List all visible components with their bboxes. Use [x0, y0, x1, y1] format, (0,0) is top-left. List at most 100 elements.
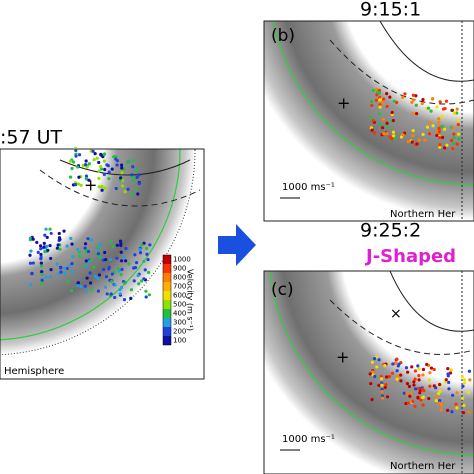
vector-dot: [387, 374, 391, 379]
vector-dot: [48, 275, 53, 279]
b-frame: [263, 20, 474, 222]
vector-dot: [438, 100, 442, 104]
colorbar-tick: 500: [173, 301, 186, 309]
vector-dot: [378, 123, 382, 127]
vector-dot: [382, 131, 386, 136]
vector-dot: [119, 243, 123, 247]
vector-dot: [112, 270, 117, 274]
vector-dot: [83, 242, 88, 246]
vector-dot: [110, 272, 114, 276]
vector-dot: [83, 246, 87, 250]
vector-dot: [419, 398, 423, 402]
vector-dot: [39, 264, 44, 268]
vector-dot: [391, 130, 396, 134]
vector-dot: [55, 246, 60, 250]
vector-dot: [417, 138, 421, 142]
vector-dot: [385, 395, 390, 399]
vector-dot: [454, 402, 458, 406]
vector-dot: [36, 250, 40, 254]
vector-dot: [411, 399, 415, 404]
vector-dot: [140, 243, 144, 247]
vector-dot: [417, 367, 421, 371]
vector-dot: [75, 284, 80, 288]
vector-dot: [437, 401, 441, 405]
vector-dot: [460, 375, 464, 379]
vector-dot: [89, 238, 93, 242]
vector-dot: [45, 235, 49, 240]
vector-dot: [119, 273, 123, 277]
vector-dot: [375, 90, 380, 94]
vector-dot: [440, 115, 444, 119]
vector-dot: [73, 183, 78, 187]
vector-dot: [104, 257, 108, 262]
colorbar-tick: 300: [173, 319, 186, 327]
vector-dot: [74, 148, 78, 152]
vector-dot: [430, 97, 435, 101]
vector-dot: [110, 167, 114, 171]
vector-dot: [412, 383, 416, 387]
vector-dot: [421, 367, 426, 372]
vector-dot: [426, 106, 431, 110]
vector-dot: [413, 369, 418, 373]
vector-dot: [413, 377, 417, 381]
vector-dot: [131, 165, 135, 169]
vector-dot: [29, 249, 33, 253]
vector-dot: [395, 369, 399, 373]
vector-dot: [99, 164, 103, 169]
colorbar-frame: [162, 254, 172, 346]
vector-dot: [77, 250, 82, 254]
vector-dot: [142, 277, 146, 281]
vector-dot: [405, 382, 410, 386]
vector-dot: [40, 278, 44, 282]
vector-dot: [102, 172, 106, 176]
vector-dot: [147, 270, 151, 275]
vector-dot: [103, 186, 107, 190]
vector-dot: [461, 411, 466, 415]
vector-dot: [137, 282, 141, 286]
vector-dot: [390, 371, 395, 375]
vector-dot: [124, 246, 128, 251]
vector-dot: [46, 248, 50, 252]
vector-dot: [70, 289, 74, 293]
vector-dot: [447, 380, 451, 384]
b-time: 9:15:1: [360, 0, 421, 21]
vector-dot: [45, 244, 49, 248]
colorbar-swatch: [163, 255, 171, 264]
vector-dot: [385, 131, 389, 136]
vector-dot: [455, 142, 459, 146]
colorbar-tick: 400: [173, 310, 186, 318]
vector-dot: [410, 365, 414, 369]
colorbar-swatch: [163, 291, 171, 300]
vector-dot: [390, 110, 394, 115]
vector-dot: [40, 281, 44, 285]
vector-dot: [428, 371, 432, 375]
colorbar-swatch: [163, 273, 171, 282]
vector-dot: [135, 168, 139, 172]
vector-dot: [378, 103, 382, 107]
vector-dot: [127, 262, 131, 266]
vector-dot: [39, 261, 43, 265]
vector-dot: [374, 98, 379, 102]
vector-dot: [68, 175, 73, 179]
vector-dot: [380, 126, 385, 130]
vector-dot: [403, 92, 407, 96]
vector-dot: [97, 169, 101, 173]
vector-dot: [468, 378, 472, 382]
vector-dot: [380, 383, 384, 387]
vector-dot: [439, 403, 444, 407]
vector-dot: [457, 132, 461, 136]
vector-dot: [140, 279, 144, 283]
vector-dot: [370, 398, 374, 402]
b-map: +: [264, 21, 474, 221]
vector-dot: [429, 109, 433, 113]
vector-dot: [92, 265, 96, 269]
vector-dot: [462, 403, 466, 408]
vector-dot: [114, 155, 118, 159]
vector-dot: [87, 162, 91, 166]
vector-dot: [437, 130, 441, 134]
vector-dot: [119, 176, 123, 180]
vector-dot: [467, 410, 471, 414]
vector-dot: [372, 357, 377, 361]
vector-dot: [120, 171, 124, 175]
vector-dot: [70, 242, 74, 246]
